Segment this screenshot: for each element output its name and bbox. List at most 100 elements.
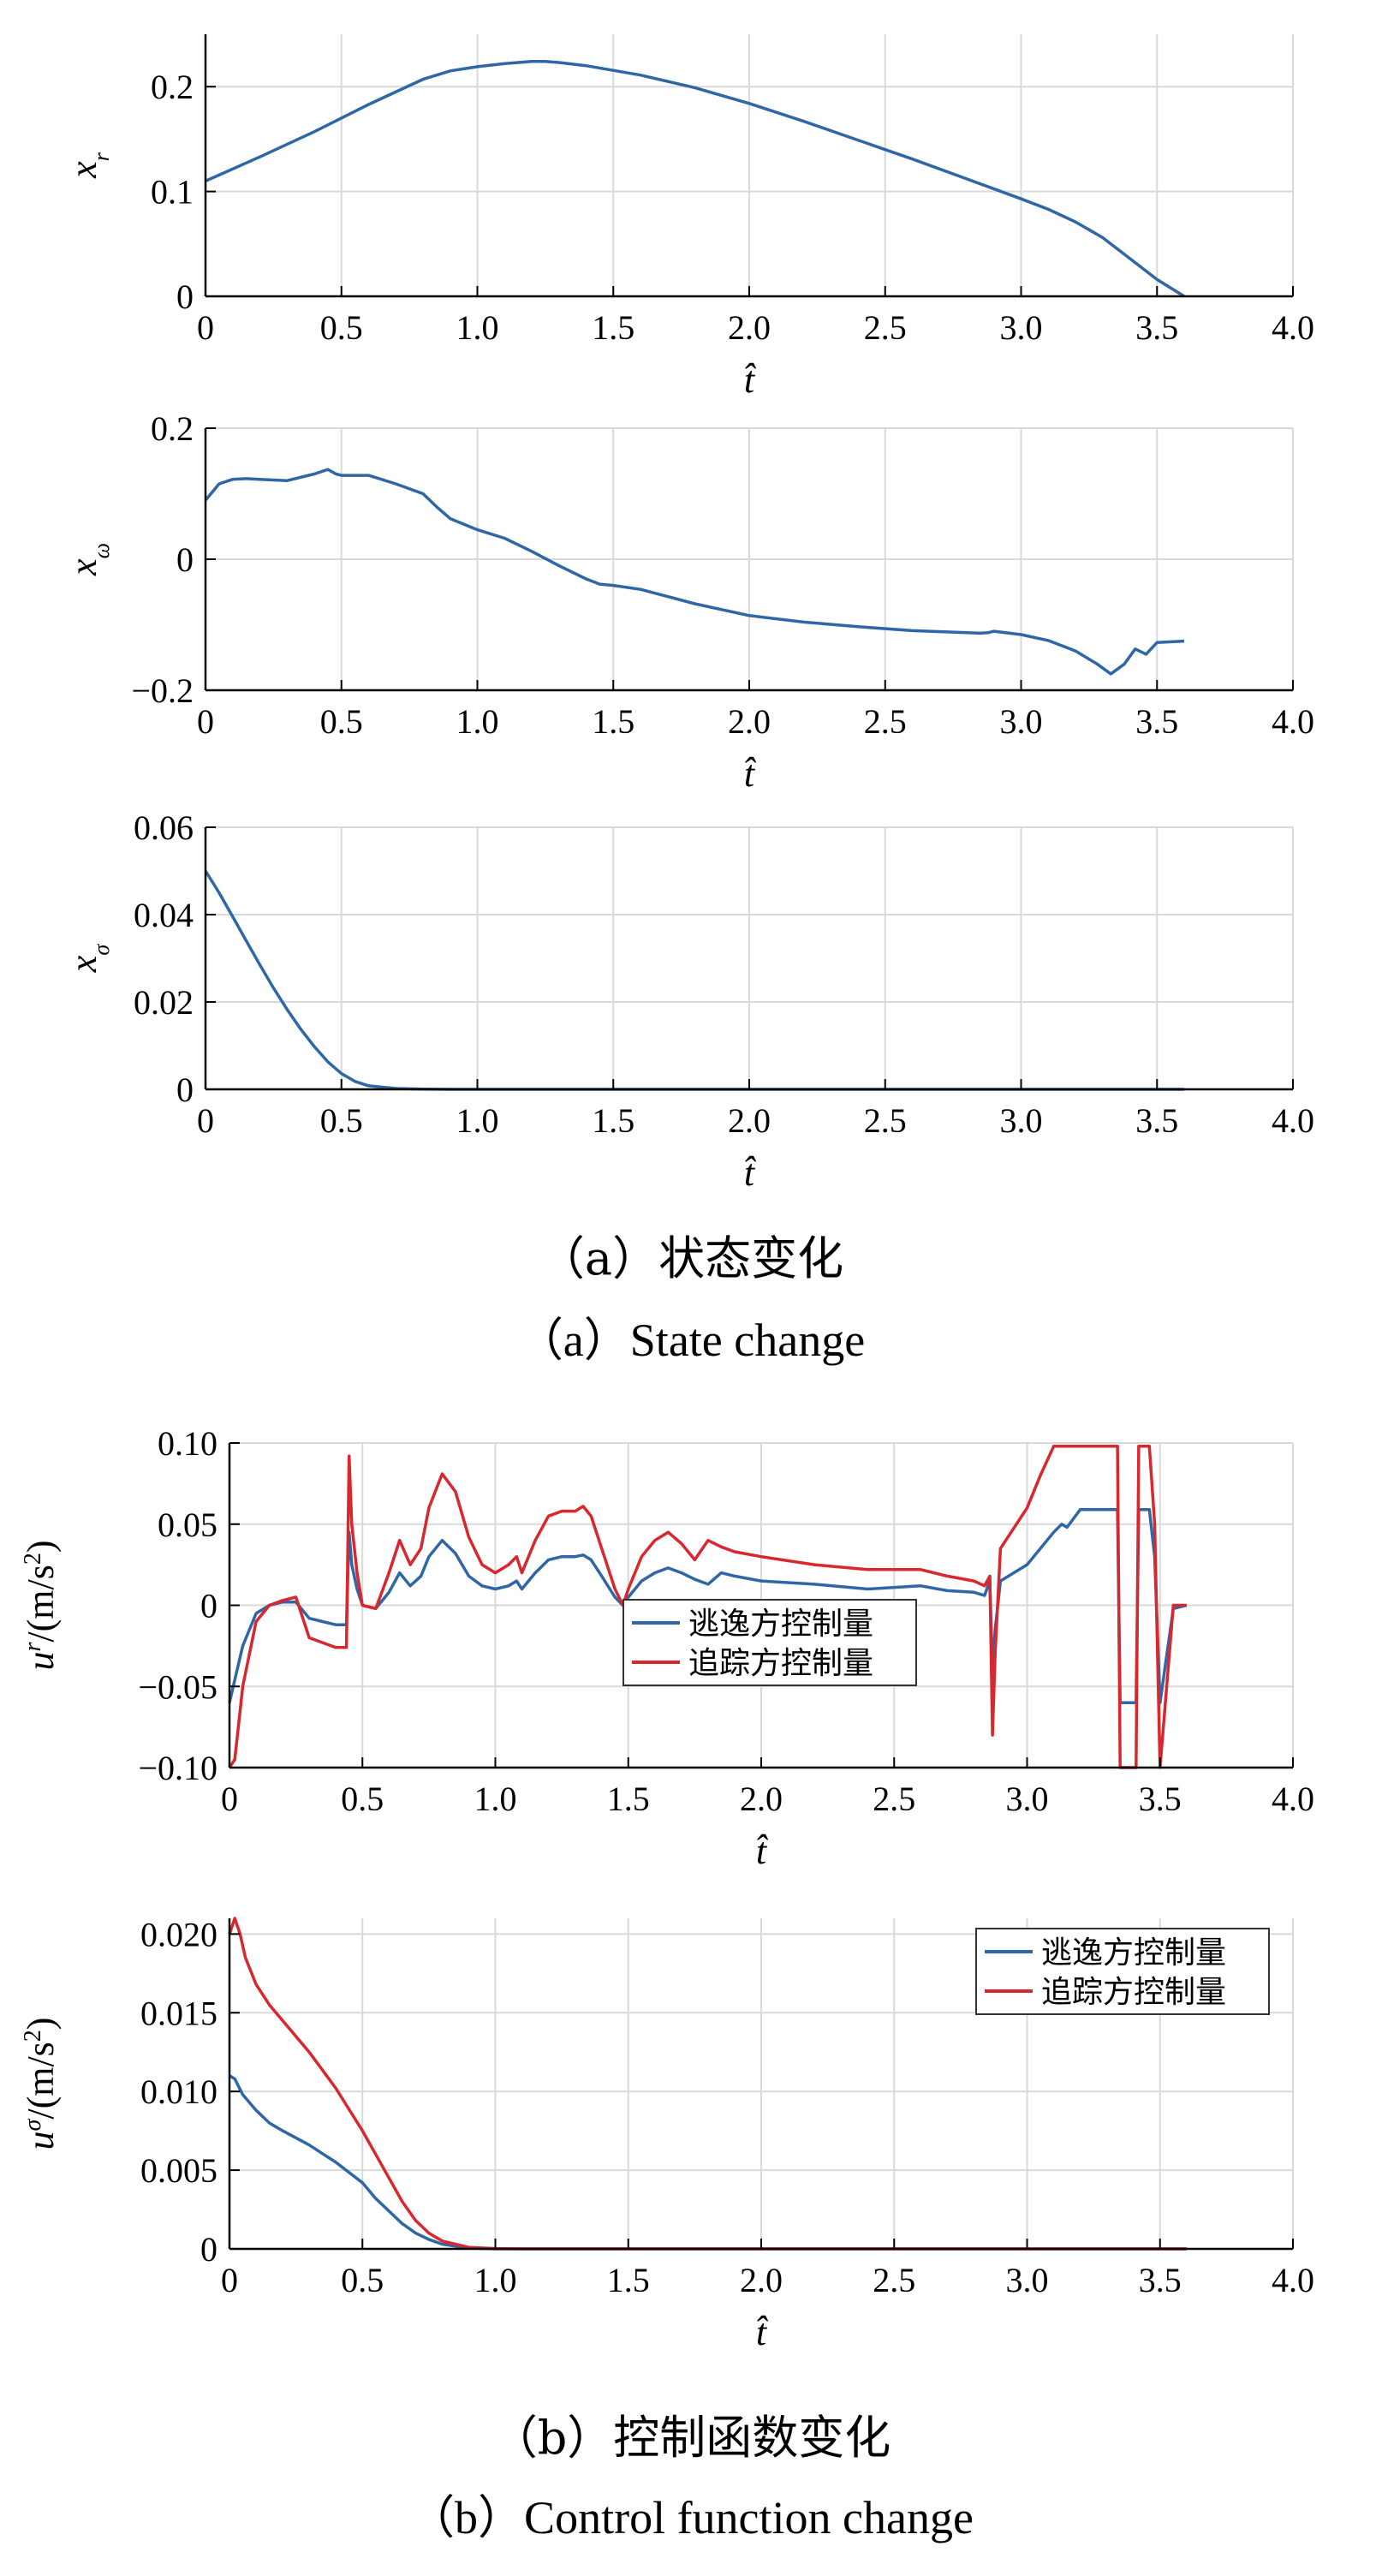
- y-tick-label: 0.10: [158, 1424, 217, 1463]
- legend-box: [975, 1928, 1270, 2015]
- x-tick-label: 2.5: [873, 1780, 915, 1818]
- y-tick-label: 0: [176, 1070, 194, 1109]
- x-tick-label: 3.5: [1139, 1780, 1182, 1818]
- x-tick-label: 1.5: [607, 1780, 650, 1818]
- x-tick-label: 1.5: [592, 1101, 634, 1140]
- x-axis-label: t̂: [756, 1830, 769, 1872]
- x-axis-label: t̂: [744, 359, 757, 401]
- y-axis-label: ur/(m/s2): [20, 1540, 63, 1670]
- caption-b-chinese: （b）控制函数变化: [491, 2411, 891, 2465]
- legend-label-pursuer: 追踪方控制量: [688, 1646, 873, 1681]
- x-tick-label: 2.0: [740, 1780, 783, 1818]
- x-tick-label: 2.0: [728, 308, 771, 347]
- x-tick-label: 0: [197, 1101, 214, 1140]
- x-tick-label: 0.5: [320, 308, 363, 347]
- x-tick-label: 1.0: [456, 308, 499, 347]
- x-tick-label: 3.0: [1000, 308, 1043, 347]
- x-tick-label: 3.5: [1135, 308, 1178, 347]
- x-tick-label: 4.0: [1272, 1101, 1314, 1140]
- series-line-evader: [229, 2074, 1187, 2251]
- y-tick-label: 0.02: [134, 983, 194, 1022]
- x-tick-label: 2.5: [864, 308, 907, 347]
- grid-lines: [205, 826, 1294, 1090]
- caption-a-chinese: （a）状态变化: [538, 1231, 844, 1285]
- y-axis-label: xω: [63, 543, 114, 576]
- series-line-state: [205, 60, 1185, 298]
- x-tick-label: 2.0: [728, 702, 771, 741]
- legend-label-evader: 逃逸方控制量: [688, 1607, 873, 1642]
- y-tick-label: 0.05: [158, 1506, 217, 1544]
- x-tick-label: 0: [197, 702, 214, 741]
- legend-label-evader: 逃逸方控制量: [1041, 1935, 1226, 1971]
- y-tick-label: 0.06: [134, 808, 194, 847]
- chart-ur: 0 0.5 1.0 1.5 2.0 2.5 3.0 3.5 4.0 −0.10 −0.05 0 0.05…: [20, 1424, 1315, 1872]
- x-tick-label: 2.5: [873, 2261, 915, 2299]
- y-tick-label: 0.015: [140, 1994, 217, 2032]
- x-tick-label: 3.5: [1135, 702, 1178, 741]
- y-tick-label: 0.020: [140, 1915, 217, 1953]
- y-tick-label: 0.005: [140, 2151, 217, 2190]
- x-tick-label: 3.0: [1000, 702, 1043, 741]
- x-tick-label: 1.0: [456, 1101, 499, 1140]
- x-tick-label: 0.5: [320, 702, 363, 741]
- x-tick-label: 3.0: [1006, 2261, 1049, 2299]
- series-line-evader: [228, 1507, 1188, 1704]
- y-tick-label: −0.2: [131, 671, 194, 710]
- x-tick-label: 1.0: [456, 702, 499, 741]
- legend-box: [622, 1599, 917, 1686]
- x-tick-label: 0.5: [341, 1780, 384, 1818]
- x-tick-label: 2.0: [740, 2261, 783, 2299]
- x-tick-label: 3.5: [1139, 2261, 1182, 2299]
- x-tick-label: 2.5: [864, 702, 907, 741]
- x-tick-label: 0: [221, 2261, 238, 2299]
- y-tick-label: −0.05: [138, 1667, 217, 1706]
- chart-xs: 0 0.5 1.0 1.5 2.0 2.5 3.0 3.5 4.0 0 0.02 0.04 0.06 t̂…: [63, 808, 1314, 1194]
- chart-us: 0 0.5 1.0 1.5 2.0 2.5 3.0 3.5 4.0 0 0.005 0.010 0.01…: [20, 1915, 1315, 2353]
- x-tick-label: 1.5: [607, 2261, 650, 2299]
- x-tick-label: 0: [197, 308, 214, 347]
- y-tick-label: 0.2: [151, 68, 194, 106]
- x-tick-label: 0.5: [341, 2261, 384, 2299]
- y-tick-label: 0: [200, 1587, 217, 1625]
- series-line-pursuer: [228, 1445, 1187, 1769]
- x-tick-label: 4.0: [1272, 1780, 1314, 1818]
- y-tick-label: 0.2: [151, 409, 194, 448]
- caption-b-english: （b）Control function change: [408, 2492, 974, 2543]
- x-tick-label: 1.0: [474, 1780, 517, 1818]
- x-tick-label: 1.0: [474, 2261, 517, 2299]
- y-axis-label: uσ/(m/s2): [20, 2018, 63, 2150]
- y-axis-label: xr: [63, 152, 114, 179]
- y-tick-label: 0.010: [140, 2072, 217, 2111]
- chart-xw: 0 0.5 1.0 1.5 2.0 2.5 3.0 3.5 4.0−0.200.2t̂xω: [63, 409, 1314, 795]
- y-tick-label: 0: [176, 277, 194, 316]
- x-tick-label: 4.0: [1272, 308, 1314, 347]
- chart-xr: 0 0.5 1.0 1.5 2.0 2.5 3.0 3.5 4.0 0 0.1 0.2 t̂ xr: [63, 34, 1314, 401]
- y-tick-label: 0: [200, 2230, 217, 2269]
- x-tick-label: 3.0: [1000, 1101, 1043, 1140]
- x-axis-label: t̂: [744, 1152, 757, 1194]
- y-axis-label: xσ: [63, 944, 114, 974]
- x-tick-label: 1.5: [592, 702, 634, 741]
- y-tick-label: 0.1: [151, 173, 194, 212]
- grid-lines: [205, 427, 1294, 691]
- caption-a-english: （a）State change: [516, 1315, 866, 1366]
- x-tick-label: 4.0: [1272, 702, 1314, 741]
- x-tick-label: 0.5: [320, 1101, 363, 1140]
- y-tick-label: 0: [176, 540, 194, 579]
- x-axis-label: t̂: [744, 753, 757, 795]
- legend-label-pursuer: 追踪方控制量: [1041, 1975, 1226, 2010]
- x-tick-label: 0: [221, 1780, 238, 1818]
- x-tick-label: 1.5: [592, 308, 634, 347]
- x-tick-label: 4.0: [1272, 2261, 1314, 2299]
- series-line-state: [204, 468, 1185, 676]
- x-tick-label: 2.5: [864, 1101, 907, 1140]
- x-tick-label: 2.0: [728, 1101, 771, 1140]
- series-line-state: [204, 870, 1184, 1091]
- y-tick-label: −0.10: [138, 1749, 217, 1787]
- y-tick-label: 0.04: [134, 896, 194, 934]
- x-tick-label: 3.0: [1006, 1780, 1049, 1818]
- x-tick-label: 3.5: [1135, 1101, 1178, 1140]
